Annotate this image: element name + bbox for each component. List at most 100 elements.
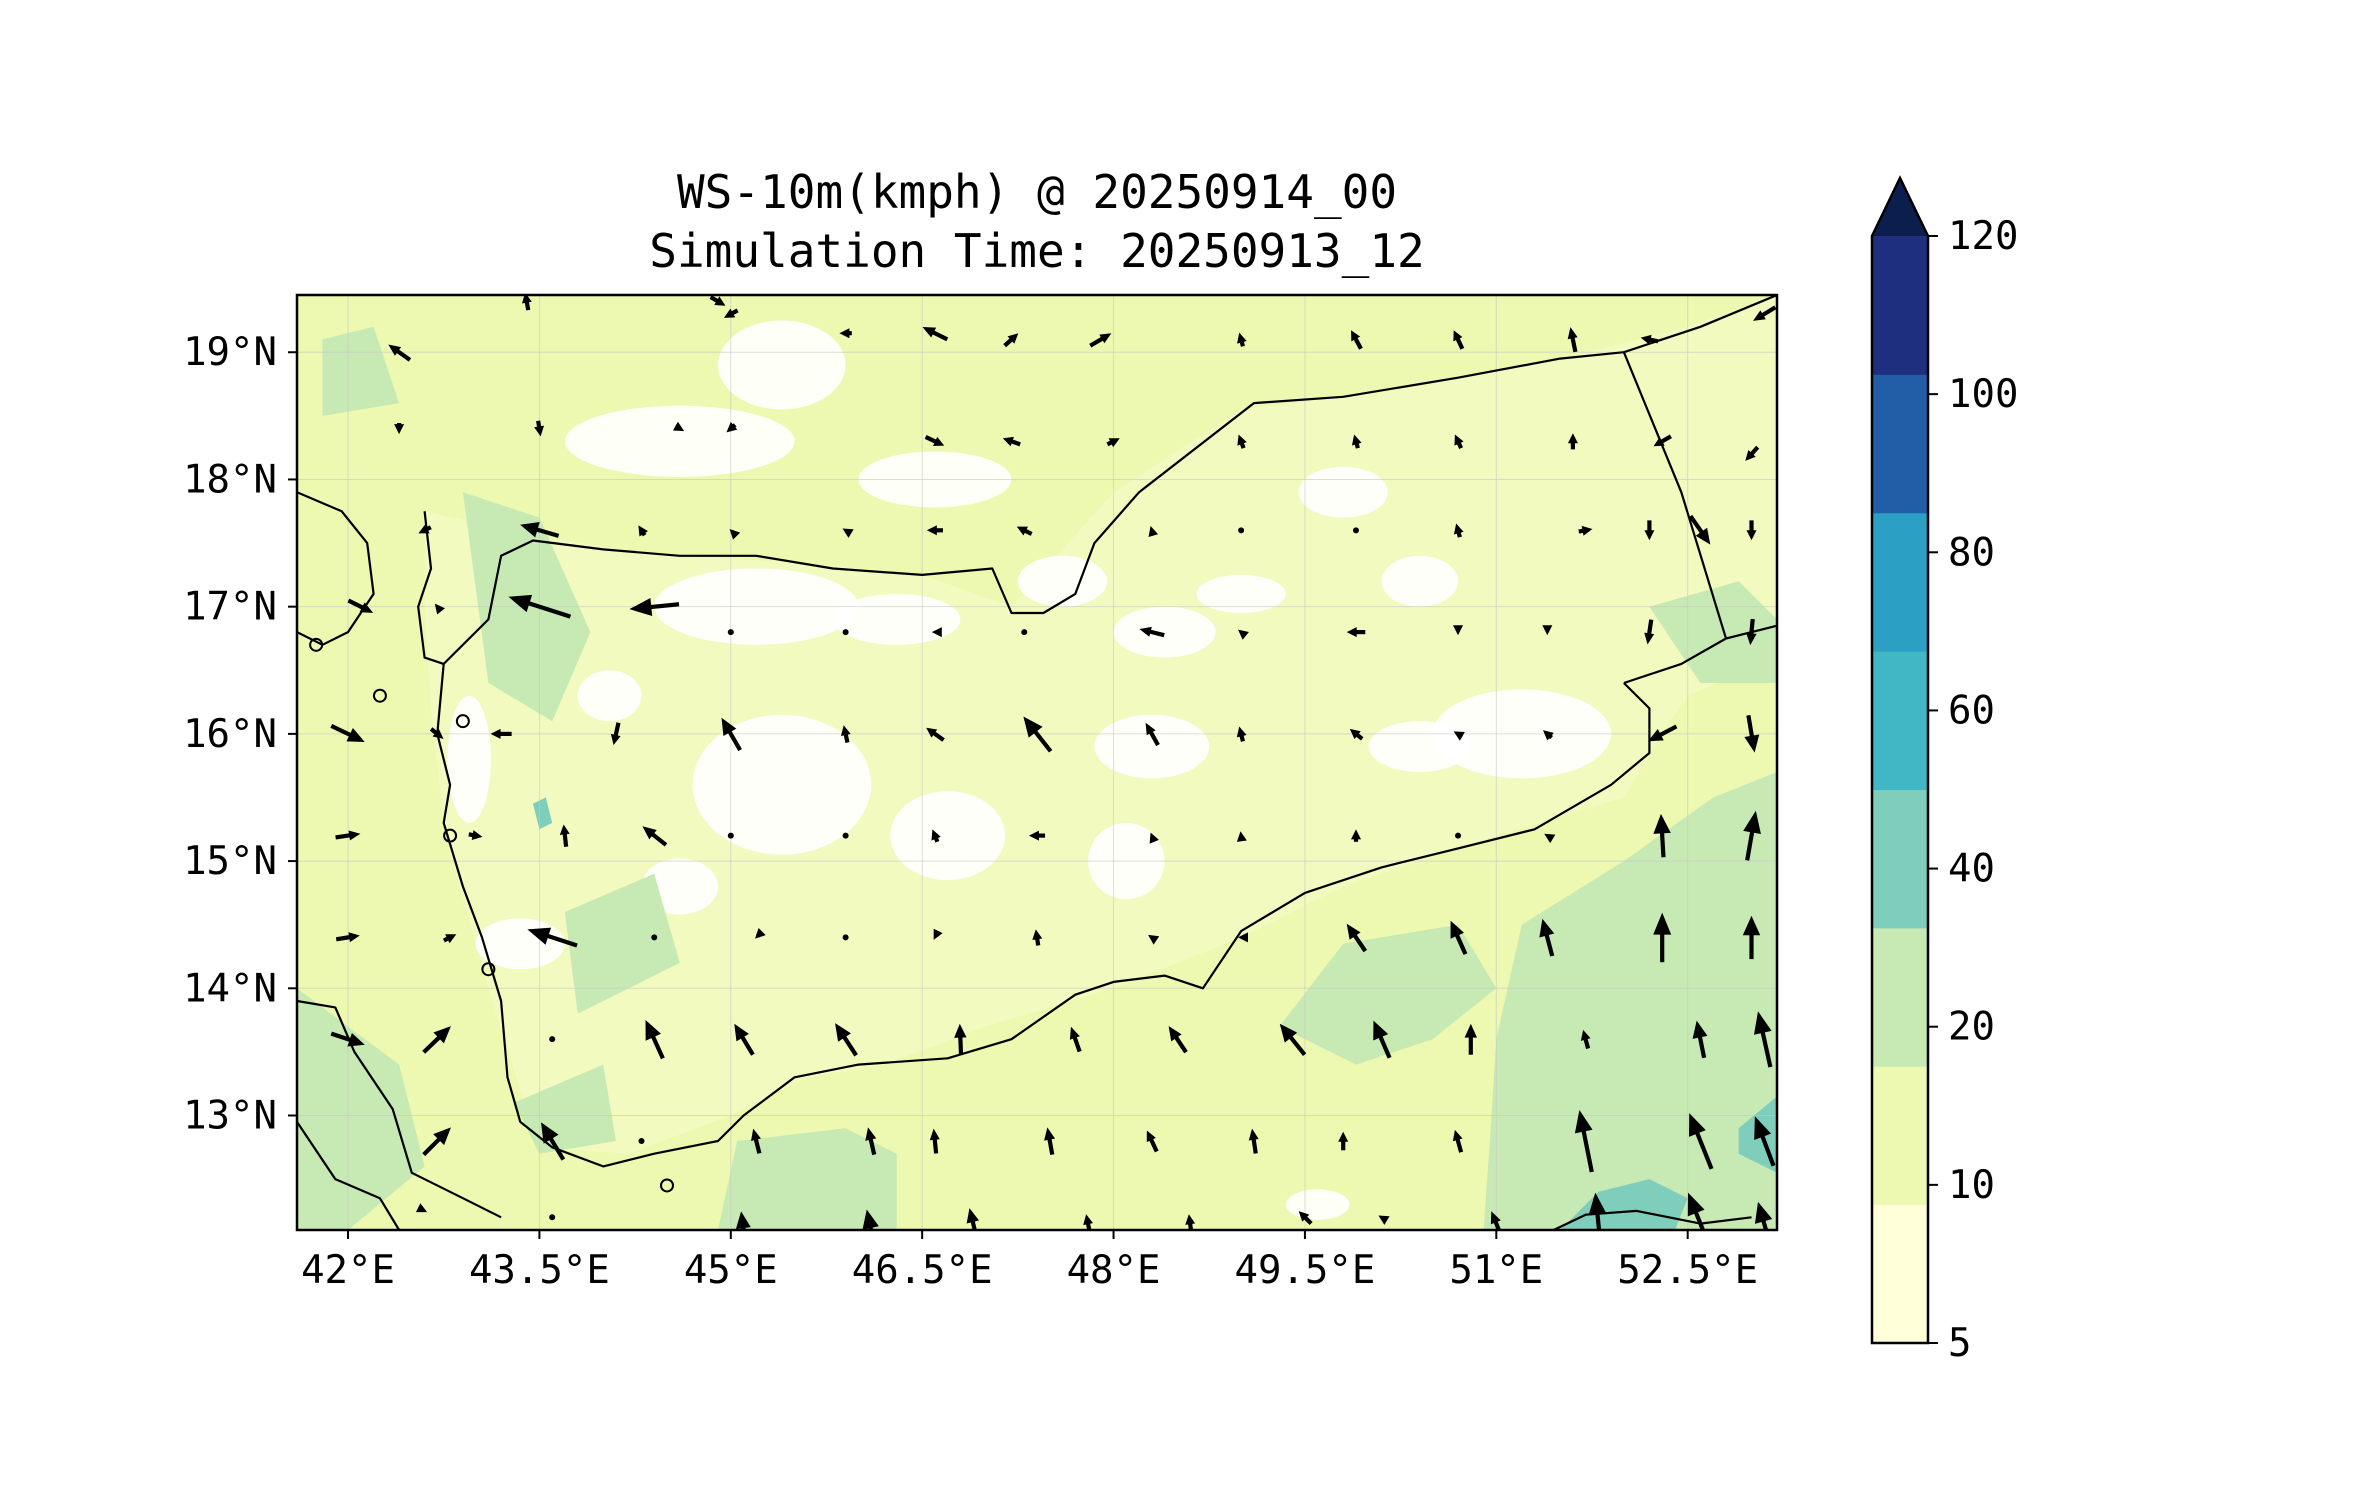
island-outline: [455, 714, 470, 729]
wind-vector: [541, 1122, 566, 1161]
wind-vector: [1146, 1130, 1159, 1153]
wind-vector: [1016, 526, 1033, 536]
calm-area: [1285, 1189, 1350, 1220]
map-gridlines: [297, 295, 1777, 1230]
wind-vector: [429, 727, 444, 739]
wind-vector: [727, 629, 734, 636]
wind-vector: [835, 1023, 858, 1057]
lon-tick-label: 42°E: [301, 1248, 395, 1293]
colorbar-extend-arrow: [1872, 178, 1928, 236]
wind-vector: [490, 728, 512, 739]
wind-vector: [1544, 833, 1556, 844]
colorbar-segment: [1872, 374, 1928, 514]
wind-vector: [347, 598, 374, 613]
wind-vector: [1021, 629, 1028, 636]
wind-vector: [926, 525, 943, 536]
wind-vector: [520, 522, 560, 538]
lat-tick-label: 19°N: [183, 330, 277, 375]
colorbar-tick-label: 100: [1948, 372, 2018, 417]
wind-vector: [1578, 525, 1593, 536]
wind-vector: [1148, 525, 1159, 537]
wind-vector: [922, 326, 949, 342]
wind-vector: [842, 934, 849, 941]
wind-vector: [1653, 813, 1671, 858]
wind-vector: [1454, 434, 1464, 449]
lat-tick-label: 17°N: [183, 585, 277, 630]
wind-vector: [1032, 929, 1043, 946]
wind-vector: [1640, 334, 1659, 345]
wind-vector: [1746, 618, 1757, 646]
calm-area: [1381, 555, 1459, 607]
wind-vector: [1351, 829, 1361, 842]
wind-vector: [931, 627, 942, 638]
wind-vector: [1453, 330, 1465, 350]
wind-vector: [1753, 1011, 1773, 1068]
wind-vector: [709, 295, 726, 306]
wind-vector: [840, 725, 851, 744]
wind-vector: [839, 328, 852, 339]
border-line: [442, 295, 1777, 665]
wind-vector: [335, 830, 361, 841]
wind-vector: [1168, 1026, 1188, 1054]
wind-vector: [1028, 830, 1046, 841]
wind-vector: [422, 1026, 451, 1054]
wind-vector: [1542, 730, 1554, 741]
wind-vector: [1148, 934, 1160, 945]
border-line: [297, 1121, 401, 1230]
map-title-line-2: Simulation Time: 20250913_12: [649, 224, 1424, 278]
border-line: [297, 999, 502, 1219]
wind-vector: [642, 826, 668, 847]
wind-vector: [468, 830, 483, 840]
calm-area: [1368, 721, 1471, 773]
wind-vector: [1145, 722, 1160, 747]
calm-area: [447, 695, 491, 823]
wind-vector: [1023, 716, 1053, 753]
wind-vector: [1237, 332, 1247, 347]
wind-vector: [1237, 434, 1247, 449]
wind-vector: [1653, 912, 1672, 963]
wind-vector: [442, 934, 457, 944]
wind-vector: [549, 1214, 556, 1221]
wind-vector: [1378, 1215, 1390, 1225]
lat-tick-label: 18°N: [183, 457, 277, 502]
wind-vector: [422, 1127, 451, 1157]
wind-vector: [842, 832, 849, 839]
land-region: [424, 295, 1777, 1154]
wind-vector: [1644, 520, 1655, 541]
wind-20-40-area: [1279, 924, 1497, 1065]
wind-vector: [527, 927, 578, 948]
lat-tick-label: 14°N: [183, 966, 277, 1011]
wind-vector: [508, 594, 572, 619]
colorbar-segment: [1872, 927, 1928, 1067]
lon-tick-label: 46.5°E: [852, 1248, 993, 1293]
wind-20-40-area: [564, 873, 680, 1014]
wind-vector: [534, 420, 544, 437]
wind-vector: [1452, 1129, 1464, 1153]
wind-vector: [651, 934, 658, 941]
colorbar-segment: [1872, 236, 1928, 375]
wind-vector: [726, 422, 738, 433]
wind-vector: [1139, 626, 1165, 638]
wind-vector: [1567, 327, 1578, 353]
wind-vector: [1238, 932, 1248, 943]
colorbar-tick-label: 60: [1948, 688, 1995, 733]
calm-area: [564, 405, 795, 477]
calm-area: [577, 670, 642, 722]
calm-area: [718, 320, 846, 410]
wind-vector: [645, 1019, 665, 1060]
colorbar: 5 10 20 40 60 80 100 120: [1870, 175, 2018, 1366]
calm-area: [1094, 714, 1210, 779]
colorbar-tick-label: 20: [1948, 1005, 1995, 1050]
wind-vector: [1574, 1109, 1594, 1173]
wind-vector: [434, 603, 445, 615]
wind-vector: [1346, 627, 1366, 638]
wind-vector: [1248, 1128, 1259, 1154]
wind-vector: [1352, 527, 1359, 534]
colorbar-segment: [1872, 1066, 1928, 1206]
longitude-axis: 42°E 43.5°E 45°E 46.5°E 48°E 49.5°E 51°E 52.5°E: [301, 1230, 1758, 1293]
wind-vector: [418, 524, 432, 534]
map-panel: [295, 293, 1779, 1232]
wind-40-60-area: [1560, 1179, 1688, 1230]
wind-vector: [1687, 1192, 1715, 1230]
wind-vector: [862, 1209, 879, 1230]
